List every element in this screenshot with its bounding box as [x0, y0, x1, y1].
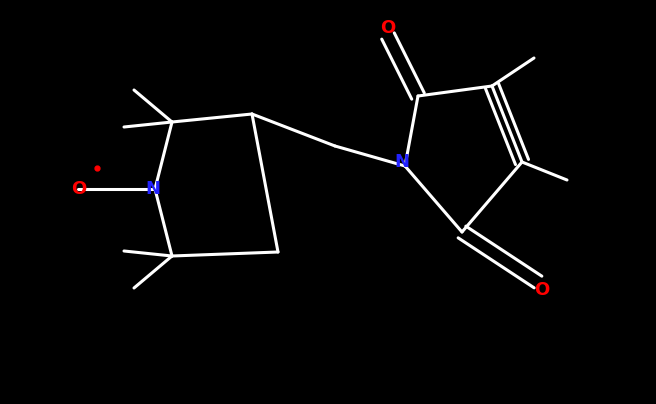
Text: N: N: [146, 180, 161, 198]
Text: N: N: [394, 153, 409, 171]
Text: O: O: [380, 19, 396, 37]
Text: O: O: [72, 180, 87, 198]
Text: O: O: [535, 281, 550, 299]
